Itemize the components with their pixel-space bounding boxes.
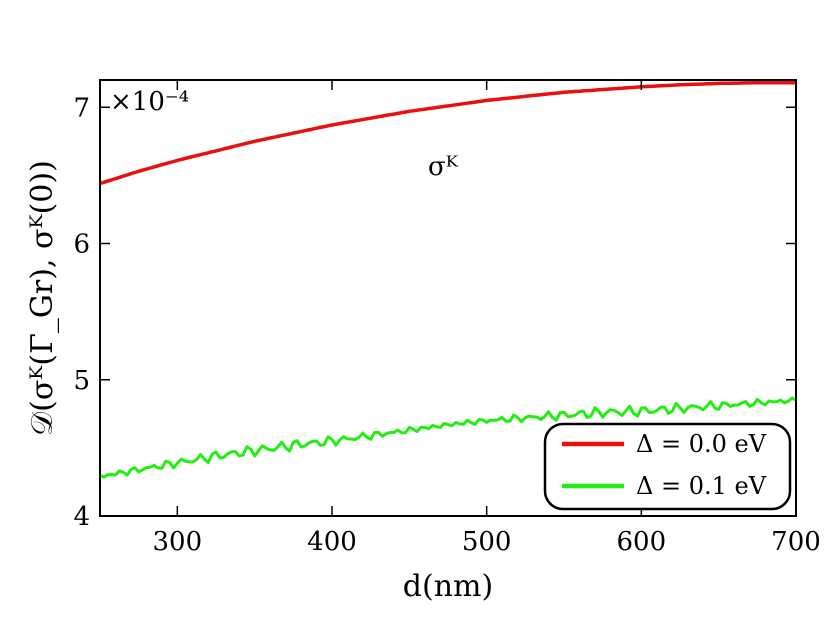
x-axis-label: d(nm)	[403, 569, 493, 604]
y-tick-label-2: 6	[73, 230, 90, 260]
y-tick-label-0: 4	[73, 502, 90, 532]
y-tick-label-3: 7	[73, 93, 90, 123]
y-tick-label-1: 5	[73, 366, 90, 396]
curve-annotation: σᴷ	[428, 152, 459, 182]
x-tick-label-3: 600	[617, 527, 667, 557]
series-line-1	[100, 396, 796, 479]
x-tick-label-2: 500	[462, 527, 512, 557]
x-tick-label-4: 700	[771, 527, 821, 557]
y-multiplier: ×10⁻⁴	[110, 87, 189, 117]
legend-label-1: Δ = 0.1 eV	[636, 472, 767, 500]
x-tick-label-0: 300	[153, 527, 203, 557]
y-axis-label: 𝒟(σᴷ(Γ_Gr), σᴷ(0))	[25, 160, 60, 436]
legend: Δ = 0.0 eV Δ = 0.1 eV	[543, 422, 792, 511]
legend-label-0: Δ = 0.0 eV	[636, 430, 767, 458]
plot-frame	[99, 79, 797, 517]
x-tick-label-1: 400	[307, 527, 357, 557]
series-line-0	[100, 80, 796, 186]
